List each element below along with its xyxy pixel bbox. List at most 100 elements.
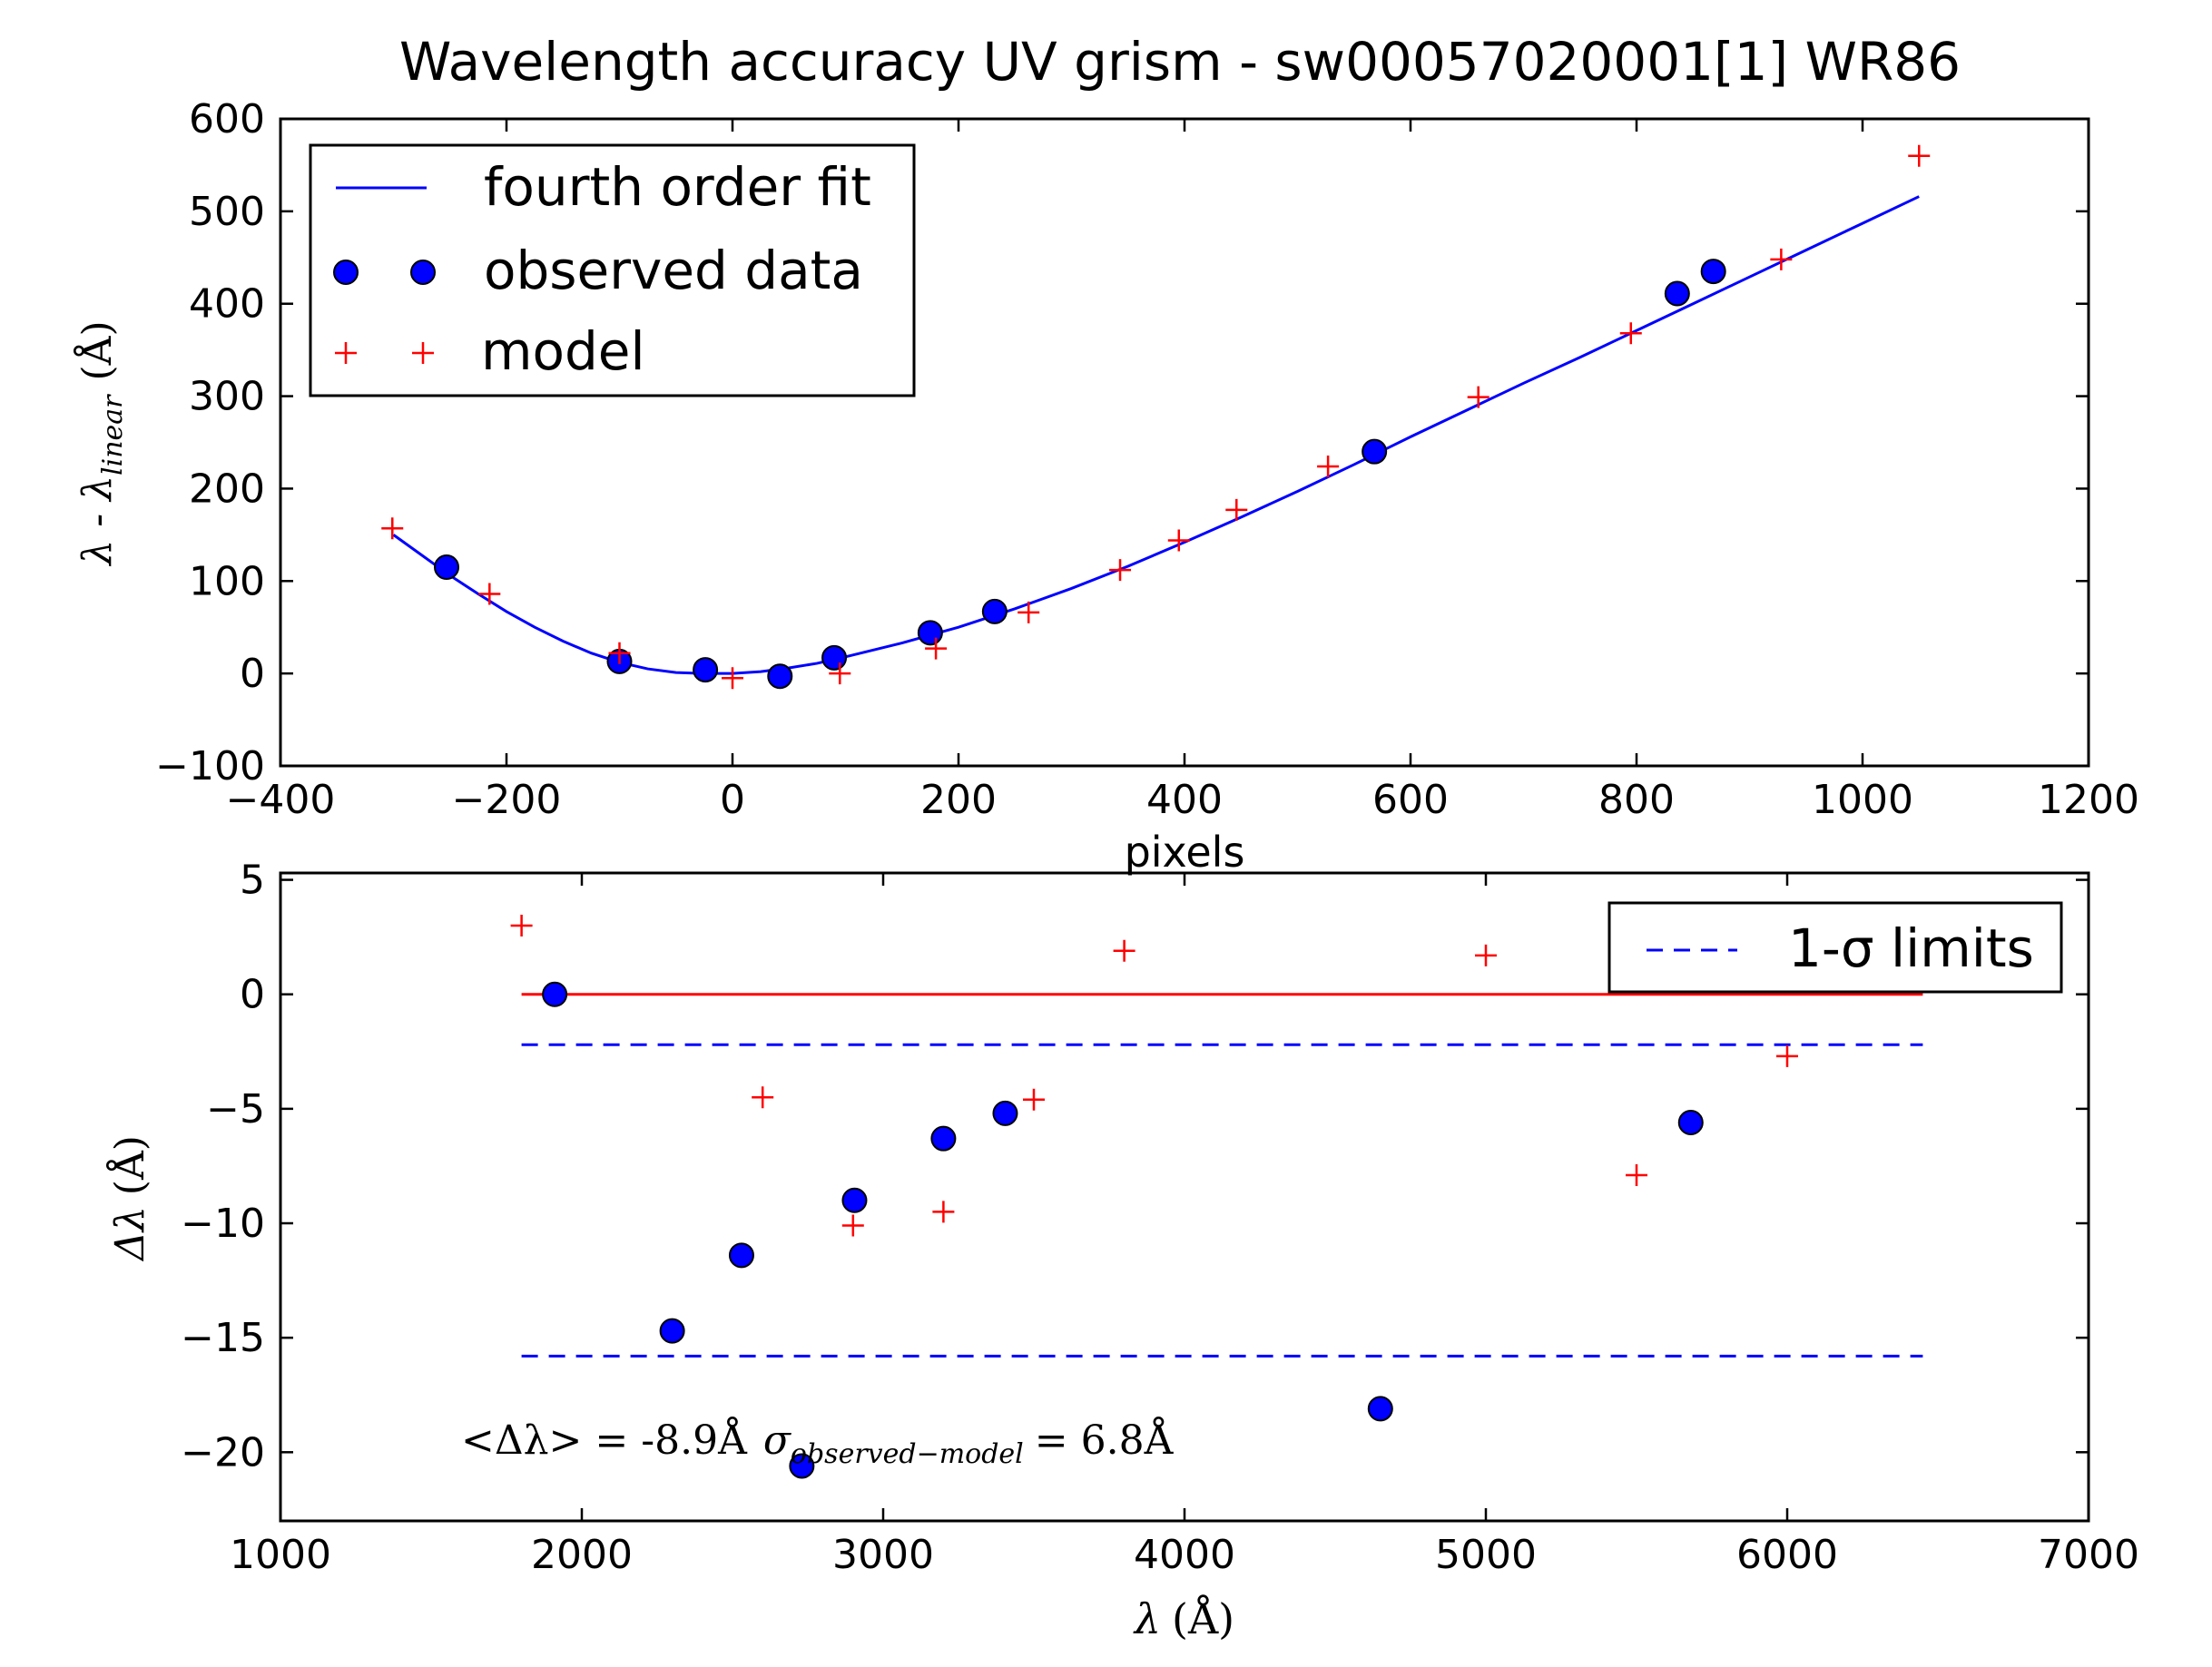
bottom-y-tick-label: 5 [240, 858, 265, 904]
top-model-point [1770, 248, 1793, 270]
top-observed-point [1664, 280, 1690, 307]
top-model-point [608, 642, 631, 664]
top-y-label-unit: (Å) [73, 320, 121, 380]
legend-circle-swatch-1 [333, 260, 359, 285]
legend-plus-swatch-2 [412, 342, 434, 364]
bottom-model-point [1113, 939, 1135, 962]
bottom-panel: 1000 2000 3000 4000 5000 6000 7000 −20 −15 −10 −5 0… [105, 858, 2139, 1643]
bottom-y-tick-label: −20 [181, 1429, 265, 1476]
bottom-x-tick-label: 1000 [230, 1532, 331, 1578]
bottom-model-point [1776, 1044, 1798, 1067]
bottom-x-tick-label: 4000 [1134, 1532, 1235, 1578]
top-x-tick-label: 1000 [1812, 777, 1913, 823]
bottom-y-label-unit: (Å) [105, 1135, 153, 1195]
top-model-point [829, 662, 851, 685]
stats-annotation-sigma-value: = 6.8Å [1035, 1416, 1175, 1464]
top-panel: −400 −200 0 200 400 600 800 1000 1200 −100 0 100 200… [73, 96, 2139, 877]
top-y-tick-label: 300 [189, 374, 265, 420]
top-observed-point [434, 554, 460, 581]
top-x-tick-label: 400 [1146, 777, 1223, 823]
bottom-ticks: 1000 2000 3000 4000 5000 6000 7000 −20 −15 −10 −5 0… [181, 858, 2139, 1578]
top-observed-point [1362, 438, 1388, 465]
top-model-point [1908, 144, 1931, 167]
top-legend: fourth order fit observed data model [309, 143, 916, 397]
top-x-tick-label: 1200 [2038, 777, 2139, 823]
bottom-model-point [1475, 944, 1497, 966]
stats-annotation: <Δλ> = -8.9Å σobserved−model = 6.8Å [461, 1416, 1175, 1470]
top-observed-point [981, 598, 1008, 624]
top-model-point [1018, 601, 1040, 623]
top-y-label-base: λ - λ [74, 476, 121, 567]
bottom-model-point [932, 1201, 955, 1223]
top-x-tick-label: −200 [452, 777, 562, 823]
top-y-tick-label: 0 [240, 651, 265, 697]
legend-label-observed: observed data [484, 240, 863, 301]
top-y-tick-label: 600 [189, 96, 265, 142]
bottom-axes-frame [279, 871, 2090, 1523]
bottom-y-axis-label: Δλ (Å) [105, 1135, 153, 1262]
top-observed-point [693, 657, 719, 683]
legend-label-fit: fourth order fit [484, 156, 871, 218]
stats-annotation-sigma-sub: observed−model [791, 1438, 1024, 1470]
bottom-x-label-unit: (Å) [1172, 1593, 1234, 1643]
top-y-label-sub: linear [97, 394, 129, 476]
top-y-tick-label: 400 [189, 281, 265, 328]
bottom-observed-point [728, 1242, 754, 1269]
top-model-point [478, 583, 501, 605]
bottom-x-tick-label: 7000 [2038, 1532, 2139, 1578]
bottom-x-tick-label: 5000 [1435, 1532, 1537, 1578]
top-model-point [1467, 386, 1489, 408]
top-y-tick-label: 100 [189, 558, 265, 604]
bottom-plot-area [510, 915, 1923, 1479]
top-observed-point [767, 663, 793, 690]
bottom-model-point [841, 1214, 864, 1237]
chart-title: Wavelength accuracy UV grism - sw0005702… [399, 31, 1961, 93]
legend-label-sigma-limits: 1-σ limits [1788, 917, 2034, 979]
bottom-observed-point [659, 1318, 685, 1344]
top-model-point [1225, 498, 1248, 521]
bottom-legend-box [1607, 901, 2063, 994]
top-observed-point [1700, 259, 1726, 285]
bottom-legend: 1-σ limits [1607, 901, 2063, 994]
bottom-y-tick-label: −15 [181, 1315, 265, 1361]
bottom-observed-point [930, 1125, 957, 1152]
bottom-x-label-base: λ [1133, 1594, 1161, 1643]
top-model-point [1109, 559, 1132, 582]
bottom-y-label-base: Δλ [107, 1206, 153, 1262]
bottom-observed-point [841, 1187, 868, 1213]
top-x-tick-label: 800 [1598, 777, 1675, 823]
bottom-x-tick-label: 2000 [531, 1532, 633, 1578]
top-model-point [1167, 529, 1190, 552]
top-x-tick-label: 0 [720, 777, 745, 823]
bottom-observed-point [1677, 1110, 1704, 1136]
top-axes-frame [279, 117, 2090, 768]
top-y-tick-label: 500 [189, 189, 265, 235]
bottom-model-point [510, 915, 533, 937]
bottom-observed-point [789, 1453, 815, 1479]
top-y-tick-label: −100 [155, 743, 265, 789]
top-x-tick-label: 200 [920, 777, 997, 823]
top-observed-point [917, 620, 943, 646]
top-ticks: −400 −200 0 200 400 600 800 1000 1200 −100 0 100 200… [155, 96, 2139, 823]
bottom-observed-point [1367, 1396, 1393, 1422]
top-y-axis-label: λ - λlinear (Å) [73, 320, 129, 566]
bottom-y-tick-label: 0 [240, 972, 265, 1018]
top-x-axis-label: pixels [1125, 828, 1245, 877]
top-model-point [1619, 322, 1642, 345]
legend-label-model: model [481, 320, 645, 382]
top-plot-area [381, 144, 1931, 690]
stats-annotation-sigma: σ [763, 1417, 792, 1464]
bottom-x-tick-label: 3000 [832, 1532, 934, 1578]
top-x-tick-label: −400 [226, 777, 336, 823]
top-y-tick-label: 200 [189, 466, 265, 512]
bottom-model-point [1023, 1088, 1045, 1111]
bottom-observed-point [542, 981, 568, 1007]
bottom-x-tick-label: 6000 [1736, 1532, 1838, 1578]
top-x-tick-label: 600 [1372, 777, 1449, 823]
bottom-y-tick-label: −5 [206, 1086, 265, 1133]
legend-circle-swatch-2 [410, 260, 436, 285]
top-model-point [1317, 455, 1340, 477]
top-observed-point [821, 644, 848, 671]
top-model-point [381, 517, 404, 540]
